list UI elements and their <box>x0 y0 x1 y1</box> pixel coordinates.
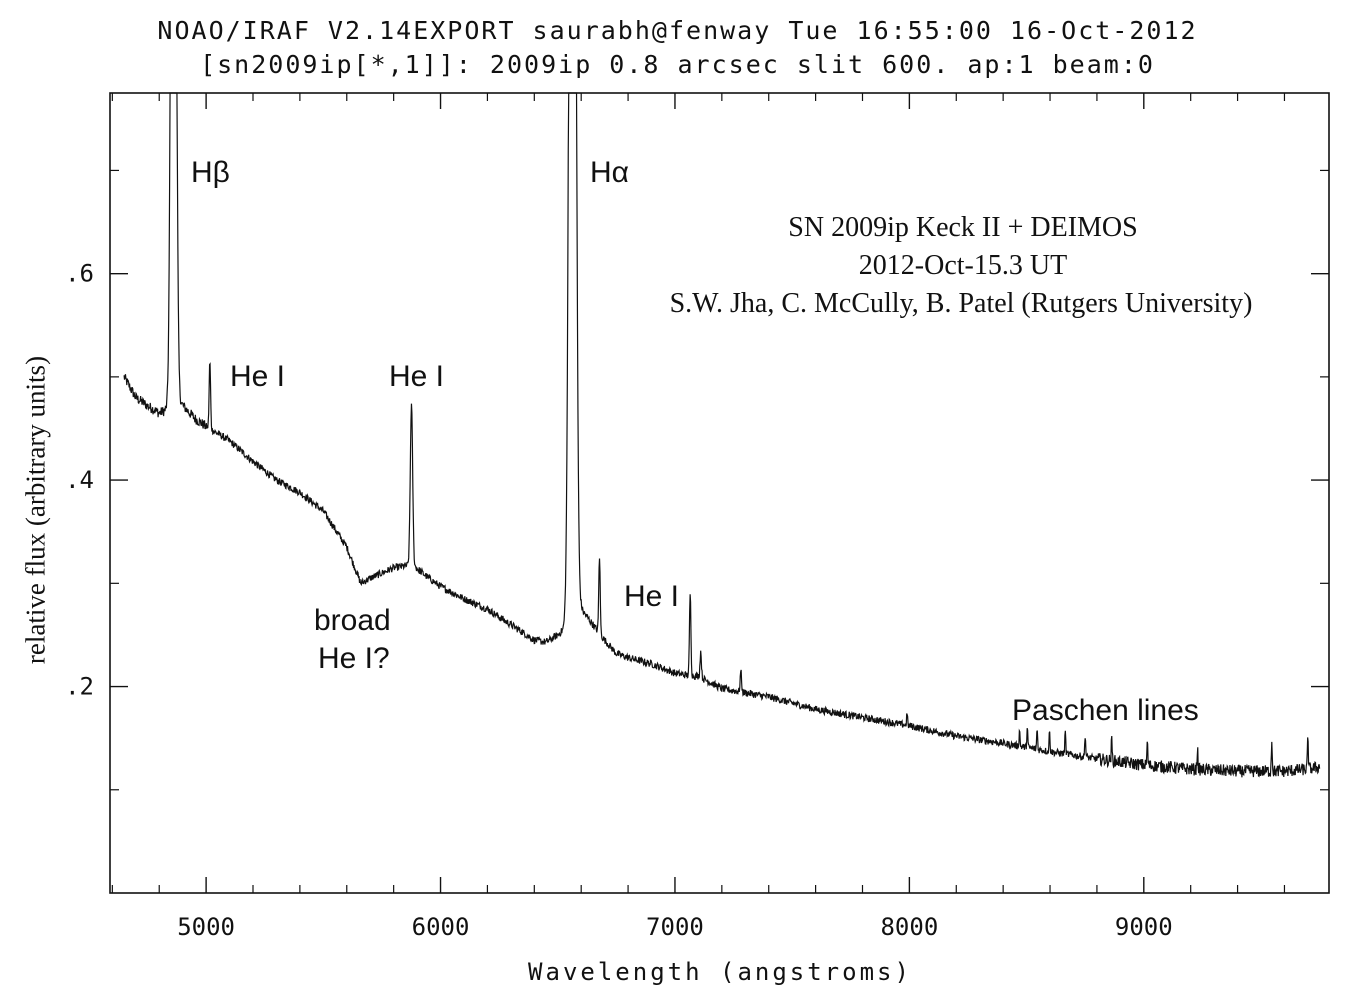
x-tick-label: 8000 <box>880 913 938 941</box>
paschen-label: Paschen lines <box>1012 694 1199 727</box>
hei-label-3: He I <box>624 580 680 613</box>
x-tick-label: 6000 <box>412 913 470 941</box>
hei-label-1: He I <box>230 360 286 393</box>
halpha-label: Hα <box>590 156 630 189</box>
info-authors: S.W. Jha, C. McCully, B. Patel (Rutgers … <box>669 288 1253 319</box>
x-axis-label: Wavelength (angstroms) <box>528 958 912 986</box>
iraf-header-line: NOAO/IRAF V2.14EXPORT saurabh@fenway Tue… <box>157 16 1198 45</box>
info-date: 2012-Oct-15.3 UT <box>858 250 1068 281</box>
axes <box>109 92 1330 894</box>
spectrum-line <box>123 92 1321 778</box>
broad-label-line1: broad <box>314 604 391 637</box>
plot-frame <box>109 92 1330 894</box>
x-tick-label: 7000 <box>646 913 704 941</box>
tick-marks <box>110 93 1329 893</box>
y-tick-label: .4 <box>65 466 94 494</box>
broad-label-line2: He I? <box>318 642 390 675</box>
x-tick-label: 5000 <box>177 913 235 941</box>
spectrum-header-line: [sn2009ip[*,1]]: 2009ip 0.8 arcsec slit … <box>200 50 1155 79</box>
tick-labels: 5000 6000 7000 8000 9000 .2 .4 .6 <box>65 260 1173 941</box>
x-tick-label: 9000 <box>1115 913 1173 941</box>
y-tick-label: .2 <box>65 673 94 701</box>
hbeta-label: Hβ <box>191 156 230 189</box>
hei-label-2: He I <box>389 360 445 393</box>
y-axis-label: relative flux (arbitrary units) <box>20 355 51 665</box>
info-telescope: SN 2009ip Keck II + DEIMOS <box>788 212 1138 243</box>
y-tick-label: .6 <box>65 260 94 288</box>
